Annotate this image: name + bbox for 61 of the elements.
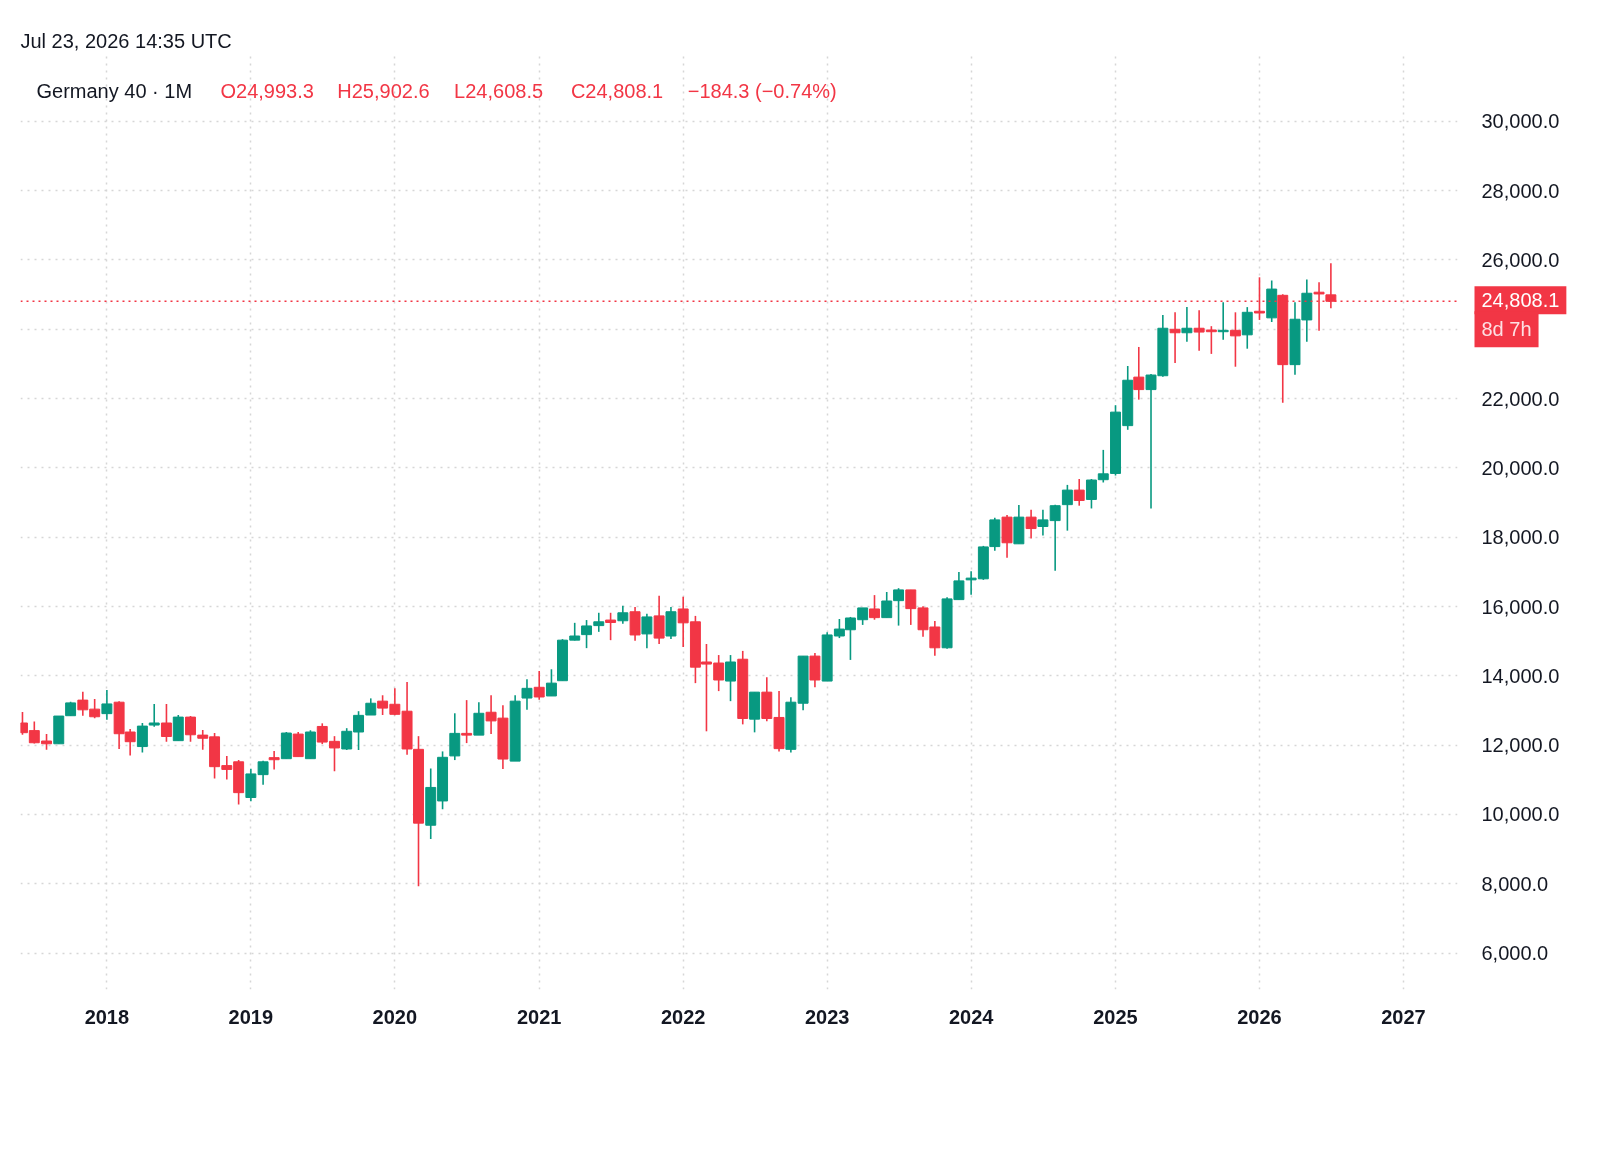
y-tick-label: 6,000.0	[1481, 942, 1549, 965]
x-tick-label: 2023	[804, 1005, 850, 1028]
annotation: C24,808.1	[570, 79, 664, 102]
y-tick-label: 10,000.0	[1481, 803, 1560, 826]
candlestick	[1229, 311, 1241, 368]
candlestick	[1073, 478, 1085, 507]
text: 8d 7h	[1481, 318, 1532, 341]
candlestick	[1061, 484, 1073, 532]
x-tick-label: 2027	[1381, 1005, 1426, 1028]
candlestick	[1181, 306, 1193, 343]
y-tick-label: 26,000.0	[1481, 248, 1560, 271]
y-tick-label: 16,000.0	[1481, 595, 1560, 618]
x-tick-label: 2021	[516, 1005, 562, 1028]
candlestick	[653, 595, 665, 645]
candlestick	[869, 594, 880, 621]
candlestick	[725, 654, 736, 702]
annotation: H25,902.6	[337, 79, 430, 102]
candlestick	[521, 678, 533, 711]
candlestick	[473, 701, 485, 736]
candlestick	[617, 605, 629, 625]
candlestick	[809, 652, 821, 689]
candlestick	[1241, 306, 1253, 350]
x-tick-label: 2025	[1093, 1005, 1138, 1028]
candlestick	[533, 670, 545, 701]
annotation: O24,993.3	[220, 79, 314, 102]
candlestick	[605, 611, 617, 641]
x-tick-label: 2026	[1237, 1005, 1282, 1028]
annotation: −184.3 (−0.74%)	[687, 79, 837, 102]
candlestick	[136, 722, 148, 754]
y-tick-label: 20,000.0	[1481, 456, 1560, 479]
candlestick	[641, 613, 653, 649]
ref-line-label: 24,808.1	[1481, 289, 1560, 312]
annotation: L24,608.5	[454, 79, 544, 102]
candlestick	[461, 699, 473, 744]
x-tick-label: 2020	[372, 1005, 418, 1028]
candlestick	[172, 714, 184, 742]
candlestick	[629, 606, 641, 642]
x-tick-label: 2024	[948, 1005, 995, 1028]
candlestick	[449, 712, 461, 761]
y-tick-label: 30,000.0	[1481, 110, 1560, 133]
candlestick	[101, 689, 113, 721]
y-tick-label: 22,000.0	[1481, 387, 1560, 410]
candlestick	[1025, 509, 1037, 540]
candlestick	[545, 668, 557, 697]
x-tick-label: 2022	[660, 1005, 706, 1028]
candlestick	[160, 703, 172, 743]
text: Jul 23, 2026 14:35 UTC	[20, 29, 232, 52]
candlestick	[1169, 311, 1181, 364]
y-tick-label: 28,000.0	[1481, 179, 1560, 202]
candlestick	[292, 731, 304, 758]
x-tick-label: 2018	[84, 1005, 130, 1028]
y-tick-label: 18,000.0	[1481, 526, 1560, 549]
candlestick	[185, 715, 196, 743]
y-tick-label: 14,000.0	[1481, 664, 1560, 687]
y-tick-label: 12,000.0	[1481, 734, 1560, 757]
candlestick	[1133, 346, 1145, 401]
candlestick	[268, 750, 280, 771]
candlestick	[148, 703, 160, 728]
y-tick-label: 8,000.0	[1481, 872, 1549, 895]
x-tick-label: 2019	[228, 1005, 274, 1028]
text: Germany 40 · 1M	[36, 79, 193, 102]
